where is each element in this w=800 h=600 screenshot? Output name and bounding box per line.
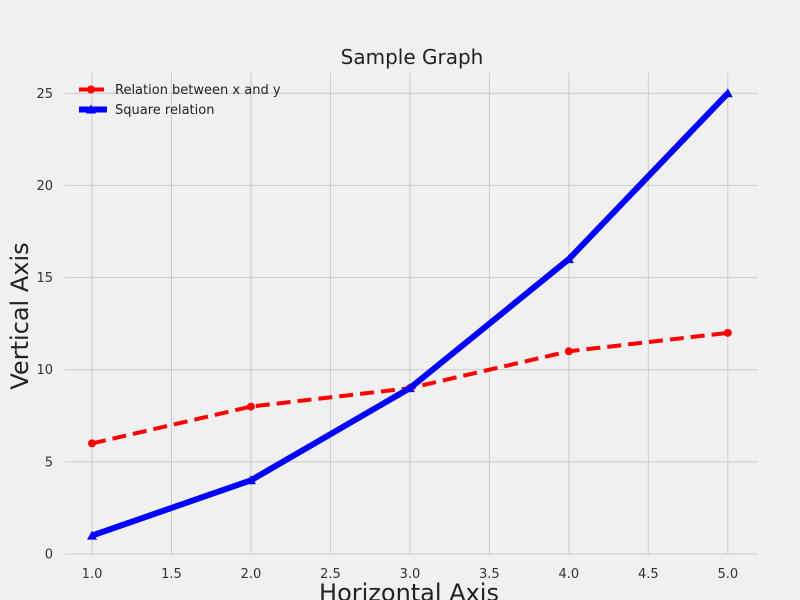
x-tick-label: 1.0 (82, 567, 103, 582)
data-series (87, 88, 733, 540)
y-tick-label: 15 (36, 271, 53, 286)
legend-label-square: Square relation (115, 103, 214, 118)
x-tick-label: 5.0 (717, 567, 738, 582)
y-tick-label: 5 (45, 455, 53, 470)
chart-title: Sample Graph (341, 45, 484, 69)
legend: Relation between x and y Square relation (79, 83, 281, 118)
data-point-triangle (722, 88, 733, 98)
data-point-circle (564, 347, 573, 356)
data-point-circle (88, 439, 97, 448)
y-tick-label: 0 (45, 548, 53, 563)
x-tick-label: 3.0 (400, 567, 421, 582)
legend-label-relation: Relation between x and y (115, 83, 281, 98)
tick-labels: 1.0 1.5 2.0 2.5 3.0 3.5 4.0 4.5 5.0 0 5 10 15 20 25 (36, 87, 738, 582)
y-axis-label: Vertical Axis (6, 242, 34, 389)
x-axis-label: Horizontal Axis (319, 579, 499, 600)
x-tick-label: 1.5 (161, 567, 182, 582)
x-tick-label: 2.5 (320, 567, 341, 582)
y-tick-label: 20 (36, 179, 53, 194)
x-tick-label: 3.5 (479, 567, 500, 582)
y-tick-label: 25 (36, 87, 53, 102)
legend-marker-triangle (86, 104, 96, 114)
x-tick-label: 2.0 (241, 567, 262, 582)
y-tick-label: 10 (36, 363, 53, 378)
data-point-circle (723, 328, 732, 337)
data-point-triangle (87, 530, 98, 540)
data-point-circle (246, 402, 255, 411)
legend-entry-relation: Relation between x and y (79, 83, 281, 98)
data-point-triangle (563, 254, 574, 264)
legend-entry-square: Square relation (79, 103, 214, 118)
data-point-triangle (404, 383, 415, 393)
x-tick-label: 4.0 (559, 567, 580, 582)
legend-marker-circle (87, 85, 95, 94)
plot-background (65, 73, 758, 554)
data-point-triangle (245, 475, 256, 485)
x-tick-label: 4.5 (638, 567, 659, 582)
